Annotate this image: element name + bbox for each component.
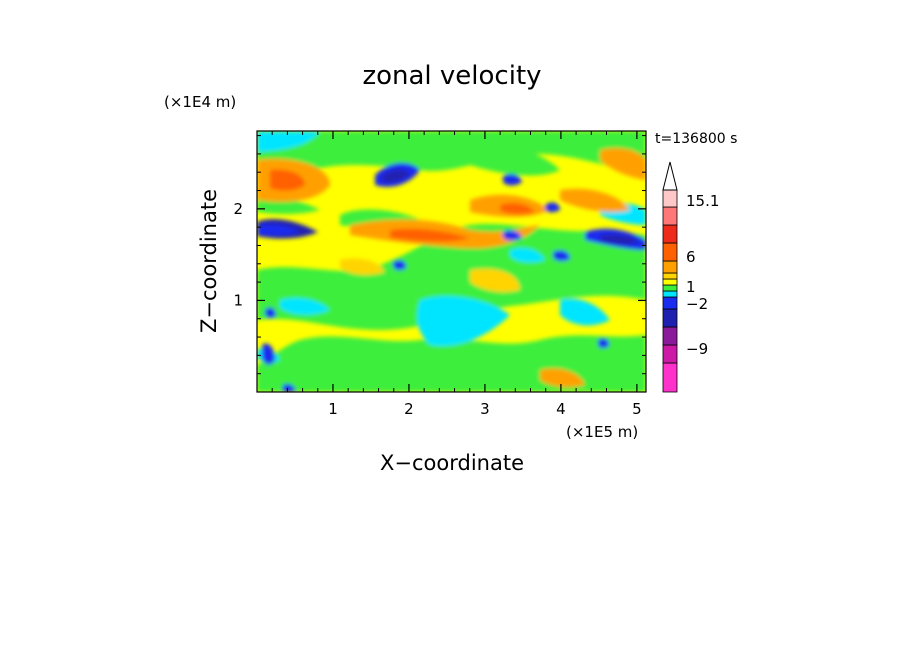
colorbar-level	[662, 344, 678, 364]
colorbar-level	[662, 272, 678, 280]
colorbar-level	[662, 260, 678, 274]
colorbar-label: 15.1	[686, 192, 719, 210]
colorbar-level	[662, 308, 678, 328]
time-label: t=136800 s	[655, 131, 737, 147]
colorbar-level	[662, 242, 678, 262]
colorbar-arrow	[662, 161, 678, 191]
y-axis-label: Z−coordinate	[197, 189, 221, 333]
x-axis-ticks: 1 2 3 4 5	[271, 131, 642, 418]
colorbar-level	[662, 362, 678, 393]
x-tick-label: 3	[480, 400, 490, 418]
colorbar-label: −2	[686, 295, 708, 313]
y-tick-label: 1	[233, 291, 243, 309]
x-tick-label: 1	[328, 400, 338, 418]
colorbar-label: 6	[686, 248, 696, 266]
colorbar-level	[662, 284, 678, 292]
colorbar-level	[662, 189, 678, 208]
colorbar-level	[662, 206, 678, 226]
y-unit-label: (×1E4 m)	[164, 93, 236, 111]
y-axis-ticks: 12	[233, 135, 646, 375]
heatmap-field	[257, 131, 646, 392]
y-tick-label: 2	[233, 200, 243, 218]
x-tick-label: 4	[556, 400, 566, 418]
x-tick-label: 2	[404, 400, 414, 418]
colorbar-level	[662, 296, 678, 310]
x-axis-label: X−coordinate	[380, 451, 524, 475]
colorbar-level	[662, 224, 678, 244]
colorbar-label: 1	[686, 278, 696, 296]
chart-title: zonal velocity	[362, 61, 541, 91]
colorbar-level	[662, 278, 678, 286]
plot-frame	[256, 130, 647, 393]
colorbar-level	[662, 326, 678, 346]
colorbar: −9 −21 6 15.1	[662, 161, 719, 393]
x-tick-label: 5	[632, 400, 642, 418]
colorbar-level	[662, 290, 678, 298]
colorbar-label: −9	[686, 340, 708, 358]
x-unit-label: (×1E5 m)	[566, 423, 638, 441]
